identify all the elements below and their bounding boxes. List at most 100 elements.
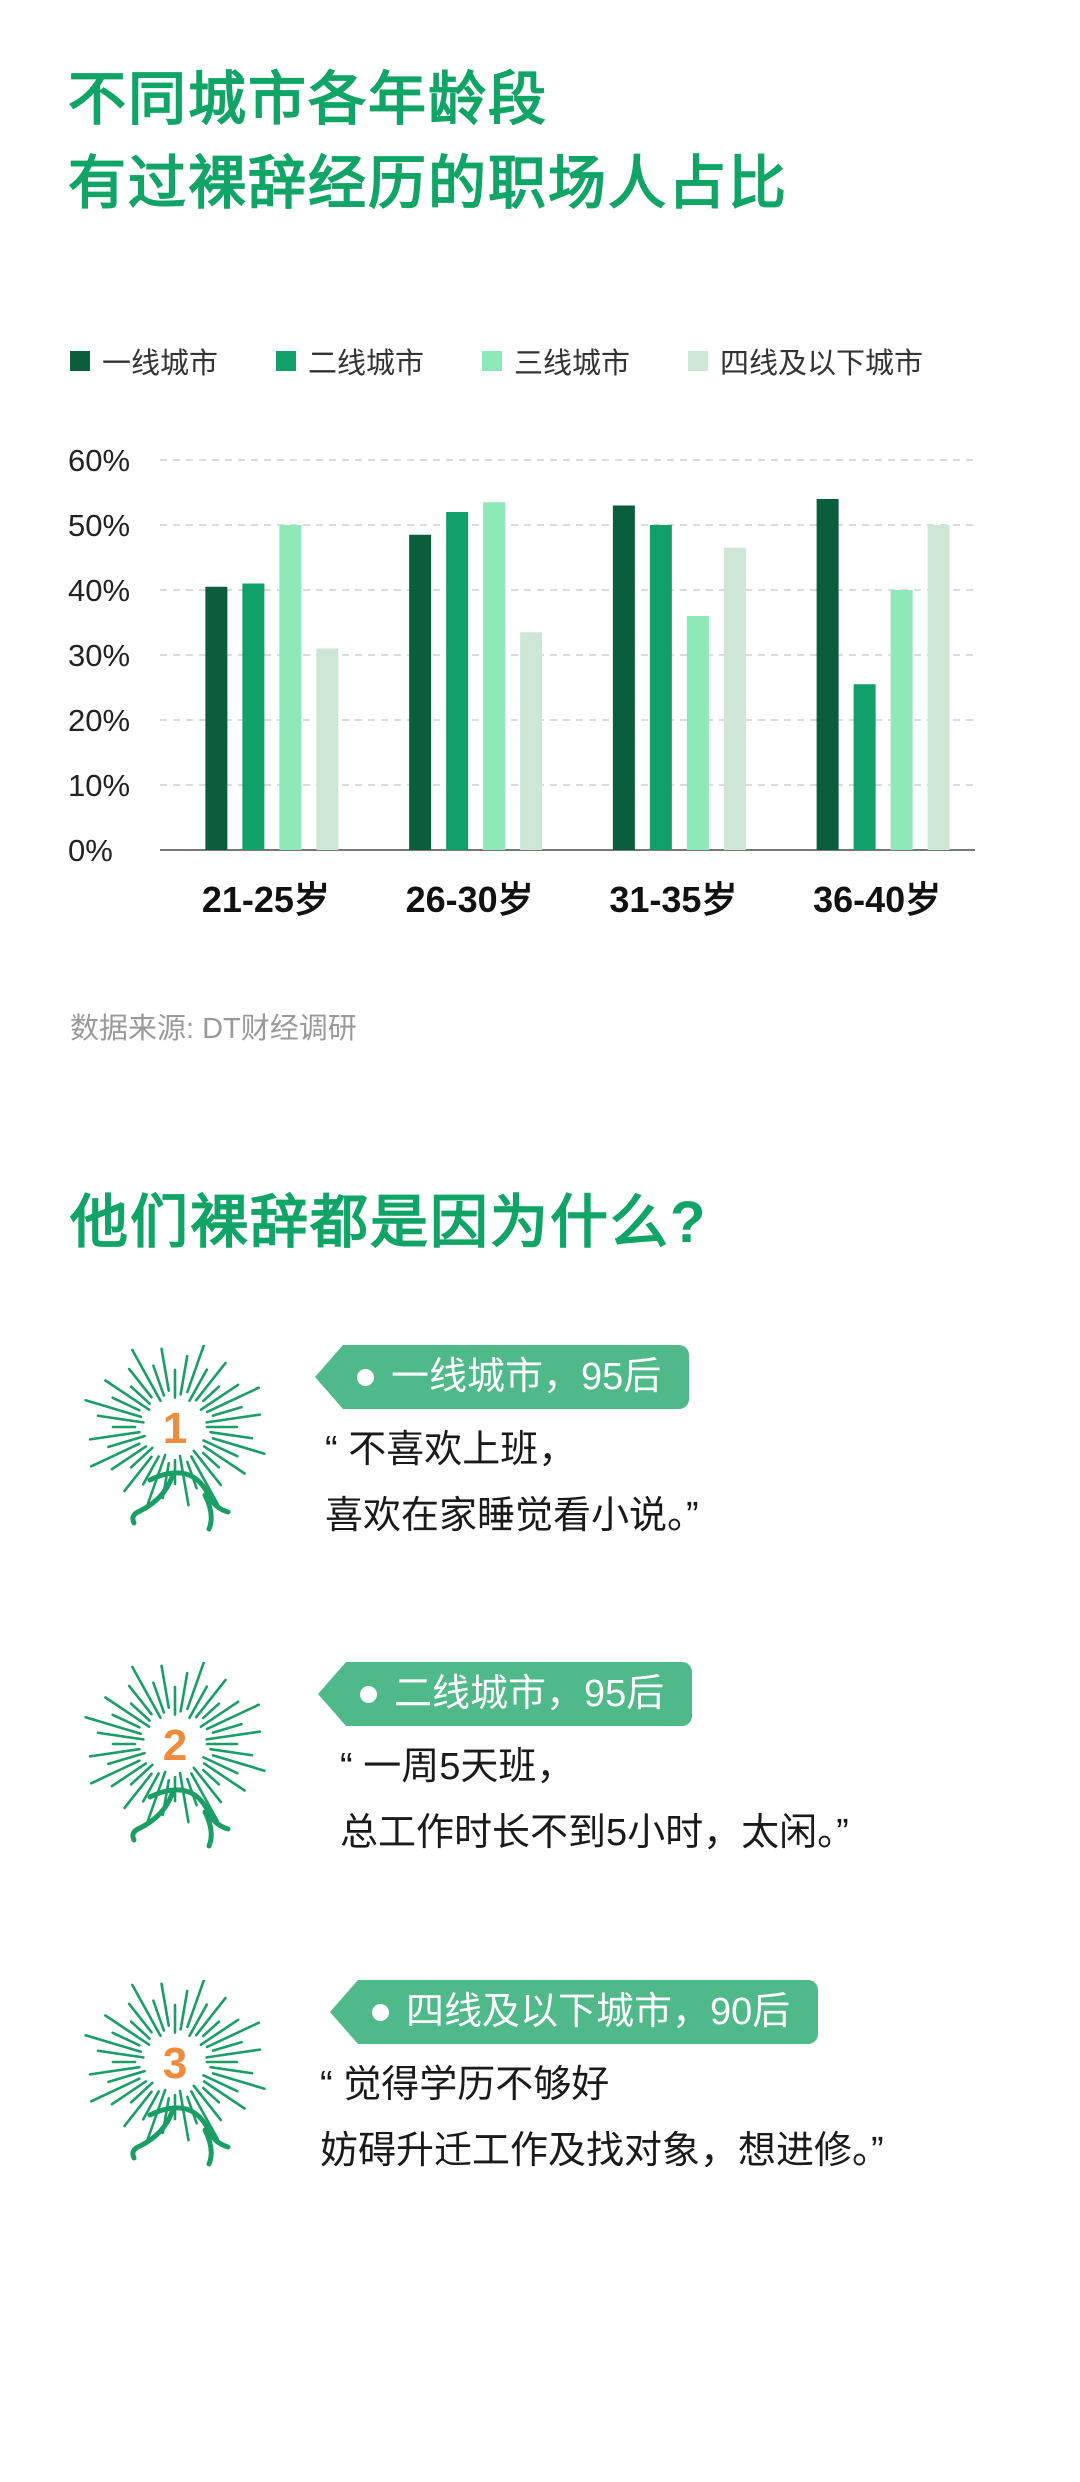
sunburst-ray xyxy=(84,1398,143,1419)
sunburst-ray xyxy=(194,1996,227,2037)
sunburst-ray xyxy=(141,1455,160,1486)
sunburst-ray xyxy=(205,1413,262,1424)
x-tick-label: 31-35岁 xyxy=(609,879,737,920)
legend-label: 三线城市 xyxy=(514,348,631,380)
badge-number: 1 xyxy=(163,1404,187,1453)
data-source: 数据来源: DT财经调研 xyxy=(70,1013,357,1045)
sunburst-ray xyxy=(88,1747,141,1758)
sunburst-ray xyxy=(131,1665,162,1720)
sunburst-ray xyxy=(202,2074,239,2093)
reason-tag: 一线城市，95后 xyxy=(315,1345,690,1409)
sunburst-ray xyxy=(186,1345,206,1394)
sunburst-ray xyxy=(89,2077,141,2103)
sunburst-runner-icon: 2 xyxy=(84,1662,266,1849)
sunburst-ray xyxy=(160,1664,171,1709)
sunburst-ray xyxy=(96,1731,145,1741)
sunburst-ray xyxy=(141,1772,160,1803)
reason-tag: 四线及以下城市，90后 xyxy=(330,1980,819,2044)
sunburst-ray xyxy=(104,1379,151,1411)
reason-tag: 二线城市，95后 xyxy=(318,1662,693,1726)
quote-line-1: “ 一周5天班， xyxy=(340,1746,575,1788)
sunburst-ray xyxy=(201,1451,221,1469)
legend-swatch xyxy=(276,351,297,371)
sunburst-ray xyxy=(188,1685,209,1720)
sunburst-ray xyxy=(202,2080,246,2110)
sunburst-ray xyxy=(194,1678,227,1719)
bullet-dot xyxy=(360,1686,377,1703)
chart-legend: 一线城市 二线城市 三线城市 四线及以下城市 xyxy=(70,340,981,382)
sunburst-ray xyxy=(211,1722,243,1734)
sunburst-ray xyxy=(123,2090,153,2128)
x-tick-label: 21-25岁 xyxy=(202,879,330,920)
y-tick-label: 0% xyxy=(68,833,113,868)
sunburst-ray xyxy=(211,2072,266,2091)
bar xyxy=(853,684,876,850)
sunburst-ray xyxy=(131,1348,162,1403)
bar xyxy=(927,525,950,850)
sunburst-ray xyxy=(111,1713,141,1729)
sunburst-ray xyxy=(199,2018,240,2046)
sunburst-ray xyxy=(211,2040,243,2052)
legend-item-tier3: 三线城市 xyxy=(482,340,630,382)
sunburst-ray xyxy=(205,1703,261,1731)
bar xyxy=(409,534,432,850)
sunburst-ray xyxy=(194,1361,227,1402)
page-title: 不同城市各年龄段 有过裸辞经历的职场人占比 xyxy=(68,58,788,226)
sunburst-ray xyxy=(141,2090,160,2121)
sunburst-ray xyxy=(127,1684,153,1716)
sunburst-ray xyxy=(211,1754,266,1773)
reason-card-3: 3 四线及以下城市，90后 “ 觉得学历不够好 妨碍升迁工作及找对象，想进修。” xyxy=(0,1980,1080,2200)
sunburst-ray xyxy=(201,2086,221,2104)
x-tick-label: 36-40岁 xyxy=(813,879,941,920)
sunburst-ray xyxy=(192,1766,223,1804)
y-tick-label: 50% xyxy=(68,508,130,543)
quote-line-2: 总工作时长不到5小时，太闲。” xyxy=(340,1812,849,1854)
sunburst-ray xyxy=(107,1434,146,1449)
reason-quote: “ 觉得学历不够好 妨碍升迁工作及找对象，想进修。” xyxy=(320,2052,884,2184)
legend-swatch xyxy=(482,351,503,371)
bar xyxy=(816,499,839,850)
legend-item-tier1: 一线城市 xyxy=(70,340,218,382)
sunburst-ray xyxy=(202,1762,246,1792)
sunburst-ray xyxy=(127,1367,153,1399)
sunburst-ray xyxy=(84,2033,143,2054)
bar-chart: 0% 10% 20% 30% 40% 50% 60% 21-25岁 26-30岁 31-35岁 36… xyxy=(68,443,975,920)
sunburst-ray xyxy=(211,1437,266,1456)
bar xyxy=(279,525,302,850)
quote-line-1: “ 觉得学历不够好 xyxy=(320,2064,610,2106)
sunburst-ray xyxy=(179,1354,189,1396)
sunburst-ray xyxy=(129,2081,154,2104)
y-tick-label: 20% xyxy=(68,703,130,738)
sunburst-ray xyxy=(202,1445,246,1475)
sunburst-ray xyxy=(192,2084,223,2122)
sunburst-ray xyxy=(123,1455,153,1493)
sunburst-ray xyxy=(202,1756,239,1775)
sunburst-ray xyxy=(107,1751,146,1766)
sunburst-ray xyxy=(201,1385,221,1403)
bar xyxy=(649,525,672,850)
reason-tag-label: 一线城市，95后 xyxy=(391,1356,662,1398)
sunburst-ray xyxy=(178,1454,190,1507)
bar xyxy=(483,502,506,850)
bar xyxy=(316,648,339,850)
reason-quote: “ 一周5天班， 总工作时长不到5小时，太闲。” xyxy=(340,1734,849,1866)
bar xyxy=(520,632,543,850)
sunburst-ray xyxy=(144,1770,167,1828)
sunburst-ray xyxy=(190,2090,219,2141)
legend-label: 一线城市 xyxy=(102,348,219,380)
sunburst-ray xyxy=(89,1442,141,1468)
sunburst-ray xyxy=(152,1681,166,1714)
sunburst-ray xyxy=(129,1385,151,1405)
sunburst-ray xyxy=(190,1455,219,1506)
sunburst-ray xyxy=(110,1445,148,1471)
sunburst-ray xyxy=(129,1446,154,1469)
sunburst-ray xyxy=(84,1715,143,1736)
sunburst-ray xyxy=(131,1983,162,2038)
legend-swatch xyxy=(688,351,709,371)
legend-item-tier2: 二线城市 xyxy=(276,340,424,382)
sunburst-ray xyxy=(160,1982,171,2027)
sunburst-ray xyxy=(152,1999,166,2032)
y-tick-label: 30% xyxy=(68,638,130,673)
sunburst-ray xyxy=(205,1730,262,1741)
y-tick-label: 10% xyxy=(68,768,130,803)
